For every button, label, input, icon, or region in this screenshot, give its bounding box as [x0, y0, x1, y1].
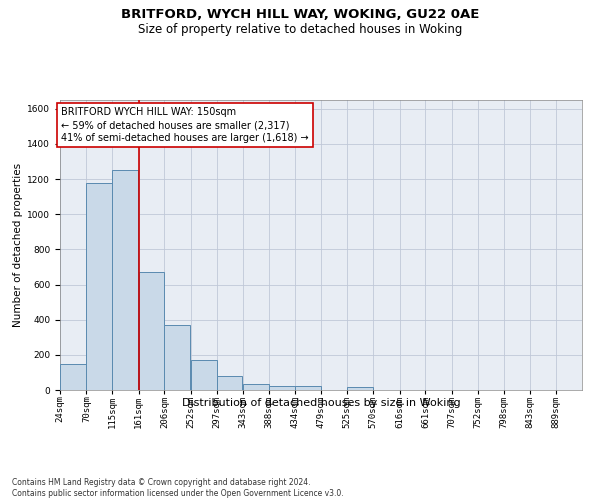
Text: Size of property relative to detached houses in Woking: Size of property relative to detached ho… — [138, 22, 462, 36]
Text: Distribution of detached houses by size in Woking: Distribution of detached houses by size … — [182, 398, 460, 407]
Y-axis label: Number of detached properties: Number of detached properties — [13, 163, 23, 327]
Bar — [112, 170, 138, 390]
Text: BRITFORD, WYCH HILL WAY, WOKING, GU22 0AE: BRITFORD, WYCH HILL WAY, WOKING, GU22 0A… — [121, 8, 479, 20]
Bar — [295, 386, 321, 390]
Bar — [269, 386, 295, 390]
Bar — [217, 376, 242, 390]
Bar — [243, 384, 269, 390]
Bar — [164, 325, 190, 390]
Bar — [86, 184, 112, 390]
Bar — [60, 364, 86, 390]
Text: BRITFORD WYCH HILL WAY: 150sqm
← 59% of detached houses are smaller (2,317)
41% : BRITFORD WYCH HILL WAY: 150sqm ← 59% of … — [61, 107, 309, 144]
Text: Contains HM Land Registry data © Crown copyright and database right 2024.
Contai: Contains HM Land Registry data © Crown c… — [12, 478, 344, 498]
Bar — [347, 388, 373, 390]
Bar — [191, 360, 217, 390]
Bar — [139, 272, 164, 390]
